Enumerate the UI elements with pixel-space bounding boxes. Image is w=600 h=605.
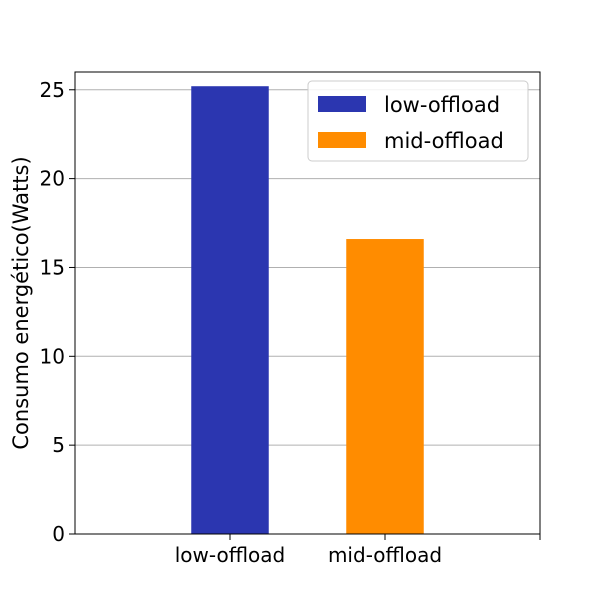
y-axis-label: Consumo energético(Watts) [9,156,33,449]
y-tick-label: 25 [40,78,65,102]
x-tick-label: low-offload [175,543,286,567]
bar-low-offload [191,86,269,534]
bar-mid-offload [346,239,424,534]
y-tick-label: 15 [40,255,65,279]
x-axis-ticks: low-offload mid-offload [175,534,541,567]
y-axis-ticks: 0 5 10 15 20 25 [40,78,75,546]
legend-swatch [318,96,366,112]
legend: low-offload mid-offload [307,80,529,162]
legend-label: mid-offload [384,129,504,153]
y-tick-label: 20 [40,167,65,191]
plot-frame [74,71,541,535]
legend-swatch [318,132,366,148]
x-tick-label: mid-offload [328,543,442,567]
bars [191,86,424,534]
y-tick-label: 10 [40,344,65,368]
y-tick-label: 0 [52,522,65,546]
legend-label: low-offload [384,93,500,117]
y-tick-label: 5 [52,433,65,457]
